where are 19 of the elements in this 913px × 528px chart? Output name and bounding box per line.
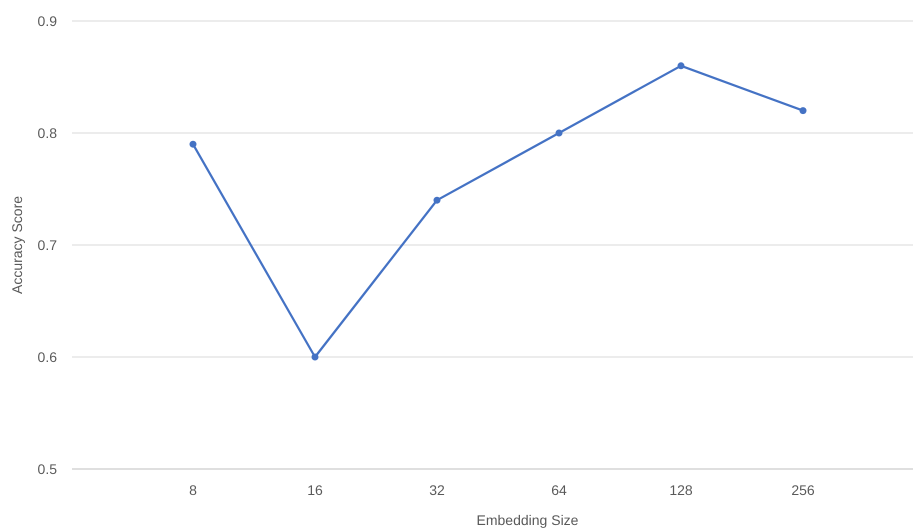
y-tick-label: 0.7: [38, 236, 58, 253]
point: [800, 107, 806, 114]
point: [312, 354, 318, 360]
point: [556, 130, 562, 136]
x-tick-label: 32: [429, 482, 445, 498]
y-axis-title: Accuracy Score: [9, 196, 25, 294]
x-axis-title: Embedding Size: [476, 512, 579, 528]
y-tick-label: 0.8: [38, 124, 58, 141]
y-tick-label: 0.5: [38, 460, 58, 477]
point: [678, 62, 684, 70]
x-tick-label: 64: [551, 482, 567, 498]
point: [190, 140, 196, 148]
x-tick-label: 256: [791, 482, 815, 498]
x-tick-label: 8: [189, 482, 198, 498]
x-tick-label: 128: [669, 482, 693, 498]
x-tick-label: 16: [307, 482, 323, 498]
point: [434, 196, 440, 204]
y-tick-label: 0.6: [38, 348, 58, 365]
y-tick-label: 0.9: [38, 12, 58, 29]
